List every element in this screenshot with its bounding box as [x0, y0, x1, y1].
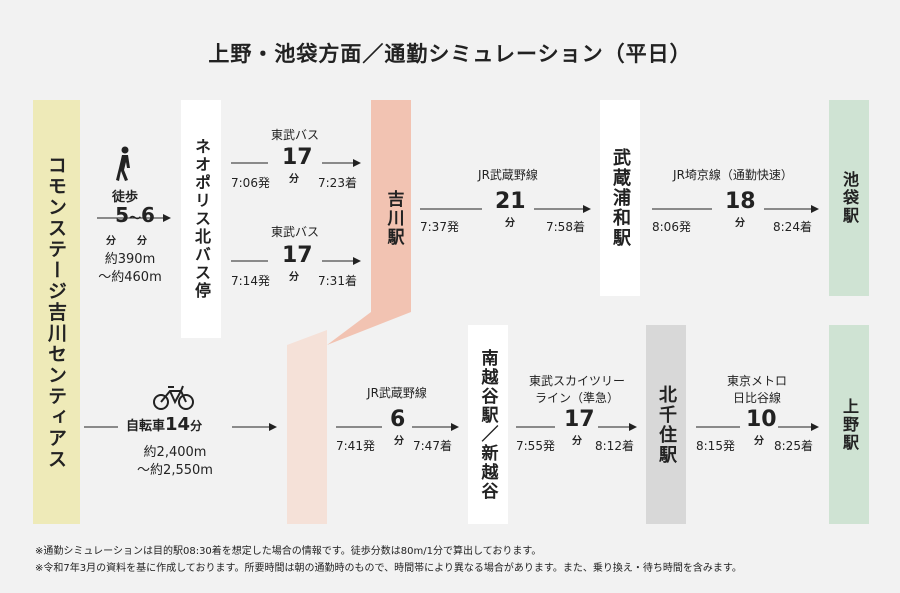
jr-saikyo-line: JR埼京線（通勤快速）	[673, 168, 793, 182]
tobu-skytree-departure: 7:55発	[516, 439, 555, 453]
ueno-station-bar: 上野駅	[829, 325, 869, 524]
metro-hibiya-unit: 分	[754, 436, 764, 447]
bike-time: 自転車14分	[126, 414, 202, 435]
walk-distance-1: 約390m	[104, 252, 156, 267]
tobu-skytree-unit: 分	[572, 436, 582, 447]
minami-koshigaya-station-bar: 南越谷駅／新越谷	[468, 325, 508, 524]
walk-min-b: 6	[141, 203, 155, 227]
bike-label: 自転車	[126, 419, 166, 434]
metro-hibiya-departure: 8:15発	[696, 439, 735, 453]
jr-musashino-2-arrival: 7:47着	[413, 439, 452, 453]
footnote-2: ※令和7年3月の資料を基に作成しております。所要時間は朝の通勤時のもので、時間帯…	[35, 563, 742, 574]
bike-distance-1: 約2,400m	[143, 445, 207, 460]
bus2-departure: 7:14発	[231, 274, 270, 288]
jr-musashino-1-minutes: 21	[495, 189, 526, 214]
musashi-urawa-station-bar: 武蔵浦和駅	[600, 100, 640, 296]
walk-unit-a: 分	[106, 236, 116, 247]
bus1-line: 東武バス	[270, 128, 319, 142]
bus1-unit: 分	[289, 174, 299, 185]
tobu-skytree-line-2: ライン（準急）	[534, 391, 619, 405]
jr-musashino-1-arrival: 7:58着	[546, 220, 585, 234]
walk-min-a: 5	[115, 203, 129, 227]
bus2-minutes: 17	[282, 243, 313, 268]
ikebukuro-station-bar: 池袋駅	[829, 100, 869, 296]
walking-person-icon	[116, 146, 130, 181]
walk-tilde: ～	[128, 211, 141, 225]
bike-distance-2: ～約2,550m	[137, 463, 213, 478]
home-property-bar: コモンステージ吉川センティアス	[33, 100, 80, 524]
metro-hibiya-line-2: 日比谷線	[732, 391, 781, 405]
jr-musashino-2-minutes: 6	[390, 407, 406, 432]
jr-musashino-1-unit: 分	[505, 218, 515, 229]
jr-saikyo-minutes: 18	[725, 189, 756, 214]
kitasenju-station-bar: 北千住駅	[646, 325, 686, 524]
jr-saikyo-departure: 8:06発	[652, 220, 691, 234]
jr-musashino-2-line: JR武蔵野線	[367, 386, 427, 400]
metro-hibiya-line-1: 東京メトロ	[726, 374, 787, 388]
footnote-1: ※通勤シミュレーションは目的駅08:30着を想定した場合の情報です。徒歩分数は8…	[35, 546, 542, 557]
jr-musashino-1-line: JR武蔵野線	[478, 168, 538, 182]
bike-unit: 分	[190, 419, 203, 433]
tobu-skytree-arrival: 8:12着	[595, 439, 634, 453]
jr-musashino-1-departure: 7:37発	[420, 220, 459, 234]
metro-hibiya-minutes: 10	[746, 407, 777, 432]
bicycle-icon	[153, 385, 194, 410]
bus2-arrival: 7:31着	[318, 274, 357, 288]
jr-musashino-2-unit: 分	[394, 436, 404, 447]
metro-hibiya-arrival: 8:25着	[774, 439, 813, 453]
walk-distance-2: ～約460m	[98, 270, 162, 285]
page-title: 上野・池袋方面／通勤シミュレーション（平日）	[208, 42, 692, 66]
walk-label: 徒歩	[111, 190, 138, 205]
bus2-unit: 分	[289, 272, 299, 283]
jr-musashino-2-departure: 7:41発	[336, 439, 375, 453]
bus1-arrival: 7:23着	[318, 176, 357, 190]
bus1-departure: 7:06発	[231, 176, 270, 190]
jr-saikyo-arrival: 8:24着	[773, 220, 812, 234]
bus1-minutes: 17	[282, 145, 313, 170]
yoshikawa-station-label: 吉川駅	[383, 190, 404, 247]
walk-time: 5～6	[100, 203, 170, 227]
jr-saikyo-unit: 分	[735, 218, 745, 229]
walk-unit-b: 分	[137, 236, 147, 247]
yoshikawa-lower-band	[287, 330, 327, 524]
bike-minutes: 14	[165, 414, 191, 435]
tobu-skytree-minutes: 17	[564, 407, 595, 432]
tobu-skytree-line-1: 東武スカイツリー	[528, 374, 625, 388]
neopolis-bus-stop-bar: ネオポリス北バス停	[181, 100, 221, 338]
bus2-line: 東武バス	[270, 225, 319, 239]
